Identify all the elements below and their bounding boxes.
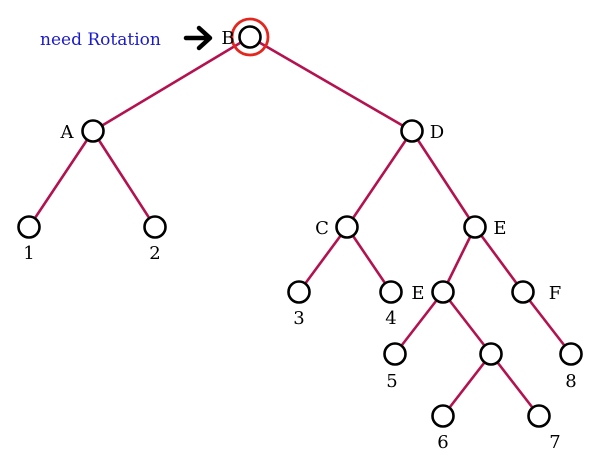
node-label-c: C (315, 218, 329, 239)
highlight-ring (230, 17, 270, 57)
node-label-f: F (549, 283, 562, 304)
node-label-e2: E (411, 283, 424, 304)
node-label-e1: E (493, 218, 506, 239)
node-leaf4 (379, 280, 403, 304)
edges-layer (27, 35, 573, 418)
edge-inner-leaf6 (441, 352, 493, 418)
node-label-leaf8: 8 (565, 371, 576, 392)
edge-e2-inner (441, 290, 493, 356)
node-leaf6 (431, 404, 455, 428)
node-a (81, 119, 105, 143)
edge-e2-leaf5 (393, 290, 445, 356)
edge-inner-leaf7 (489, 352, 541, 418)
need-rotation-annotation: need Rotation (40, 30, 161, 50)
node-label-leaf2: 2 (149, 243, 160, 264)
edge-c-leaf4 (345, 225, 393, 294)
node-e1 (463, 215, 487, 239)
node-label-a: A (60, 122, 75, 143)
node-c (335, 215, 359, 239)
edge-e1-f (473, 225, 525, 294)
node-leaf1 (17, 215, 41, 239)
edge-e1-e2 (441, 225, 477, 294)
labels-layer: BA D1 2C E3 4E F5 86 7 (23, 28, 576, 453)
node-leaf8 (559, 342, 583, 366)
node-label-leaf3: 3 (293, 308, 304, 329)
node-label-d: D (430, 122, 444, 143)
node-label-leaf4: 4 (385, 308, 396, 329)
edge-f-leaf8 (521, 290, 573, 356)
edge-d-e1 (410, 129, 477, 229)
edge-d-c (345, 129, 414, 229)
node-label-root: B (221, 28, 234, 49)
edge-a-leaf1 (27, 129, 95, 229)
node-f (511, 280, 535, 304)
node-inner (479, 342, 503, 366)
node-leaf2 (143, 215, 167, 239)
node-leaf3 (287, 280, 311, 304)
edge-root-d (248, 35, 414, 133)
node-label-leaf5: 5 (386, 371, 397, 392)
edge-root-a (91, 35, 252, 133)
node-label-leaf6: 6 (437, 432, 448, 453)
node-label-leaf1: 1 (23, 243, 34, 264)
edge-a-leaf2 (91, 129, 157, 229)
nodes-layer (17, 17, 583, 428)
edge-c-leaf3 (297, 225, 349, 294)
node-leaf5 (383, 342, 407, 366)
node-d (400, 119, 424, 143)
right-arrow-icon (183, 25, 213, 51)
node-label-leaf7: 7 (549, 432, 560, 453)
node-root (238, 25, 262, 49)
node-leaf7 (527, 404, 551, 428)
node-e2 (431, 280, 455, 304)
